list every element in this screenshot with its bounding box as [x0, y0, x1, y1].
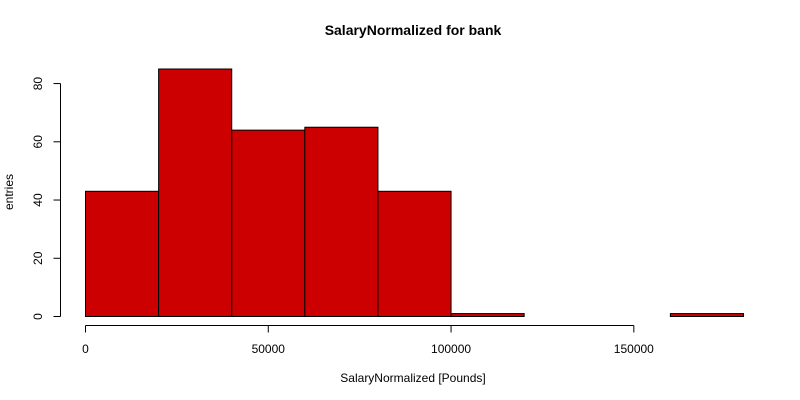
chart-title: SalaryNormalized for bank	[325, 22, 502, 38]
histogram-bar	[304, 126, 379, 317]
x-tick-label: 100000	[431, 342, 471, 356]
histogram-bar	[450, 313, 525, 317]
y-tick-label: 0	[31, 313, 45, 320]
y-axis: 0 20 40 60 80	[31, 77, 61, 320]
histogram-bar	[377, 190, 452, 317]
x-tick-label: 0	[82, 342, 89, 356]
y-tick-label: 60	[31, 135, 45, 149]
x-tick-label: 150000	[614, 342, 654, 356]
x-tick-label: 50000	[252, 342, 286, 356]
y-axis-title: entries	[2, 174, 16, 210]
y-tick-label: 20	[31, 251, 45, 265]
histogram-bar	[669, 313, 745, 317]
x-axis-title: SalaryNormalized [Pounds]	[340, 371, 485, 385]
histogram-bar	[158, 68, 233, 317]
y-tick-label: 80	[31, 77, 45, 91]
histogram-bar	[85, 190, 160, 317]
histogram-bars	[85, 68, 745, 317]
x-axis: 0 50000 100000 150000	[82, 325, 654, 356]
y-tick-label: 40	[31, 193, 45, 207]
histogram-bar	[231, 129, 306, 317]
